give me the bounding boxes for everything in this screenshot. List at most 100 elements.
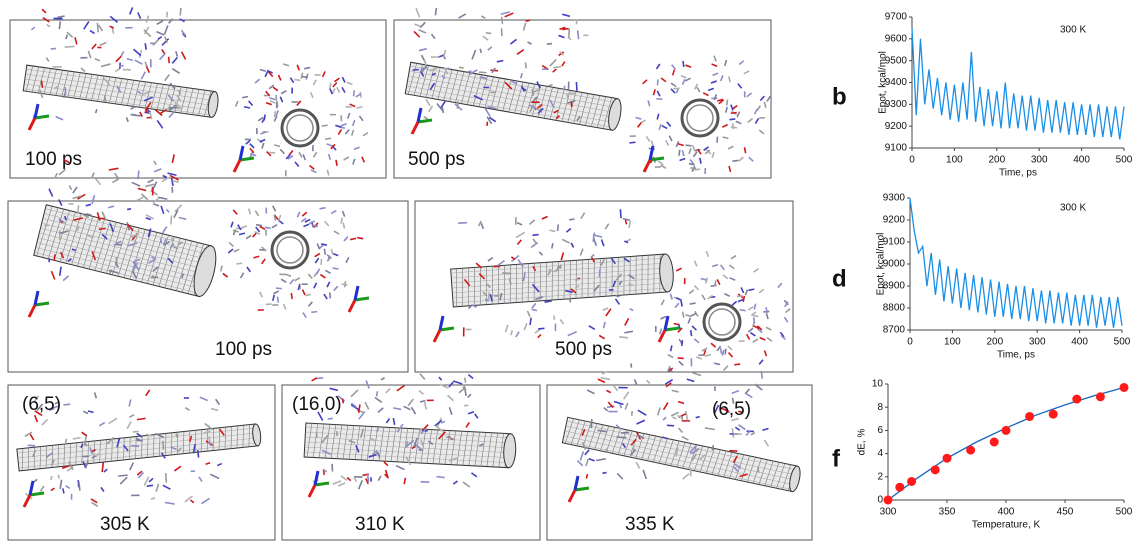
peptide-bond: [678, 358, 684, 359]
panel-letter: f: [832, 445, 841, 472]
peptide-bond: [357, 238, 363, 239]
y-tick-label: 9100: [885, 143, 908, 154]
peptide-bond: [419, 450, 424, 451]
data-point: [895, 483, 904, 492]
peptide-bond: [147, 485, 153, 486]
peptide-bond: [138, 170, 139, 179]
peptide-bond: [256, 225, 262, 226]
peptide-bond: [457, 101, 458, 108]
peptide-bond: [632, 411, 633, 416]
peptide-bond: [696, 417, 700, 418]
x-axis-label: Time, ps: [999, 168, 1037, 179]
peptide-bond: [65, 46, 75, 47]
peptide-bond: [667, 425, 674, 426]
peptide-bond: [160, 238, 161, 243]
peptide-bond: [328, 418, 333, 419]
peptide-bond: [69, 186, 71, 190]
peptide-bond: [732, 160, 738, 161]
x-tick-label: 200: [988, 155, 1005, 166]
peptide-bond: [354, 90, 355, 96]
peptide-bond: [569, 298, 570, 302]
panel-label: 500 ps: [408, 149, 465, 170]
peptide-bond: [274, 111, 275, 117]
peptide-bond: [754, 317, 755, 323]
peptide-bond: [576, 82, 577, 91]
peptide-bond: [679, 150, 680, 156]
peptide-bond: [96, 109, 97, 113]
x-tick-label: 300: [880, 507, 897, 518]
peptide-bond: [171, 215, 172, 224]
peptide-bond: [599, 269, 600, 277]
data-point: [1096, 392, 1105, 401]
y-tick-label: 9600: [885, 33, 908, 44]
peptide-bond: [486, 33, 491, 34]
peptide-bond: [761, 371, 762, 379]
peptide-bond: [63, 488, 64, 493]
axis-triad-x: [440, 328, 454, 330]
data-line: [888, 387, 1124, 500]
peptide-bond: [468, 375, 473, 379]
peptide-bond: [633, 443, 634, 450]
peptide-bond: [737, 296, 743, 297]
y-axis-label: Epot, kcal/mol: [876, 233, 887, 296]
y-axis-label: dE, %: [857, 429, 868, 456]
panel-label: 335 K: [625, 514, 675, 535]
peptide-bond: [758, 467, 759, 473]
peptide-bond: [501, 12, 510, 14]
peptide-bond: [342, 398, 343, 403]
peptide-bond: [292, 102, 298, 103]
peptide-bond: [96, 179, 101, 185]
x-tick-label: 500: [1116, 155, 1133, 166]
peptide-bond: [78, 205, 79, 214]
peptide-bond: [325, 138, 331, 139]
peptide-bond: [620, 209, 621, 218]
peptide-bond: [79, 482, 80, 491]
peptide-bond: [336, 160, 337, 166]
peptide-bond: [320, 208, 326, 209]
peptide-bond: [166, 473, 167, 483]
x-tick-label: 100: [946, 155, 963, 166]
y-tick-label: 6: [877, 425, 883, 436]
peptide-bond: [51, 476, 52, 480]
peptide-bond: [602, 473, 606, 474]
axis-triad-x: [575, 488, 589, 490]
x-tick-label: 300: [1031, 155, 1048, 166]
panel-label: (16,0): [292, 394, 342, 415]
peptide-bond: [376, 450, 377, 454]
peptide-bond: [153, 277, 158, 278]
data-point: [1002, 426, 1011, 435]
data-point: [1049, 410, 1058, 419]
peptide-bond: [621, 432, 629, 433]
peptide-bond: [616, 437, 626, 438]
peptide-bond: [578, 30, 579, 39]
data-point: [931, 465, 940, 474]
peptide-bond: [733, 123, 734, 129]
peptide-bond: [173, 181, 179, 182]
peptide-bond: [683, 61, 684, 67]
peptide-bond: [681, 301, 682, 307]
peptide-bond: [133, 431, 139, 432]
peptide-bond: [63, 404, 70, 405]
peptide-bond: [731, 127, 737, 128]
peptide-bond: [591, 419, 592, 428]
peptide-bond: [132, 182, 140, 186]
peptide-bond: [488, 292, 489, 300]
data-point: [1025, 412, 1034, 421]
data-point: [1120, 383, 1129, 392]
panel-letter: b: [832, 83, 847, 110]
y-tick-label: 4: [877, 448, 883, 459]
y-tick-label: 9200: [883, 215, 906, 226]
peptide-bond: [333, 268, 339, 269]
axis-triad-x: [30, 493, 44, 495]
panel-label: 500 ps: [555, 339, 612, 360]
annotation: 300 K: [1060, 25, 1086, 36]
peptide-bond: [468, 71, 472, 72]
peptide-bond: [453, 381, 462, 384]
peptide-bond: [532, 235, 538, 236]
x-tick-label: 350: [939, 507, 956, 518]
peptide-bond: [65, 439, 66, 443]
peptide-bond: [330, 83, 331, 89]
peptide-bond: [136, 197, 143, 201]
x-axis-label: Temperature, K: [972, 520, 1041, 531]
peptide-bond: [145, 43, 146, 49]
